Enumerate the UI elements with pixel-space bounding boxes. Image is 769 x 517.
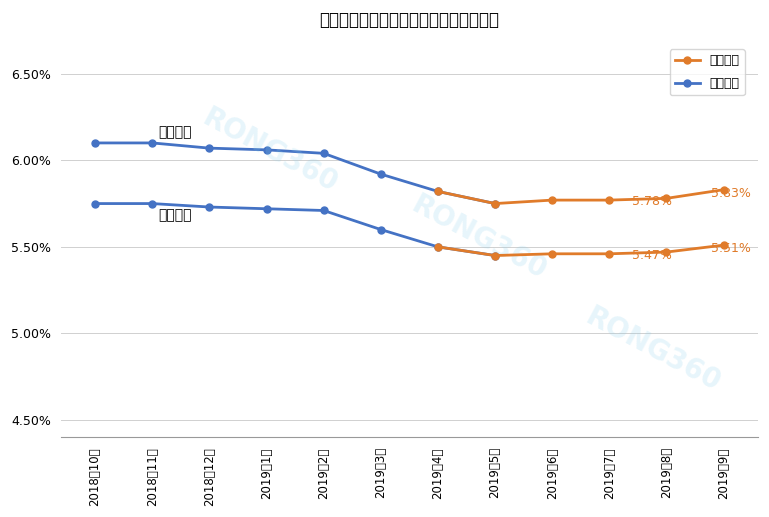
Text: 5.47%: 5.47%	[632, 249, 672, 262]
Text: RONG360: RONG360	[198, 103, 342, 198]
Text: 二套利率: 二套利率	[158, 125, 191, 139]
Text: 5.83%: 5.83%	[711, 187, 751, 200]
Legend: 连续上升, 连续下降: 连续上升, 连续下降	[670, 49, 744, 95]
Text: RONG360: RONG360	[581, 302, 726, 397]
Title: 近一年全国首套二套房贷款平均利率走势: 近一年全国首套二套房贷款平均利率走势	[319, 11, 499, 29]
Text: RONG360: RONG360	[407, 191, 551, 285]
Text: 5.78%: 5.78%	[632, 195, 672, 208]
Text: 5.51%: 5.51%	[711, 242, 751, 255]
Text: 首套利率: 首套利率	[158, 208, 191, 222]
